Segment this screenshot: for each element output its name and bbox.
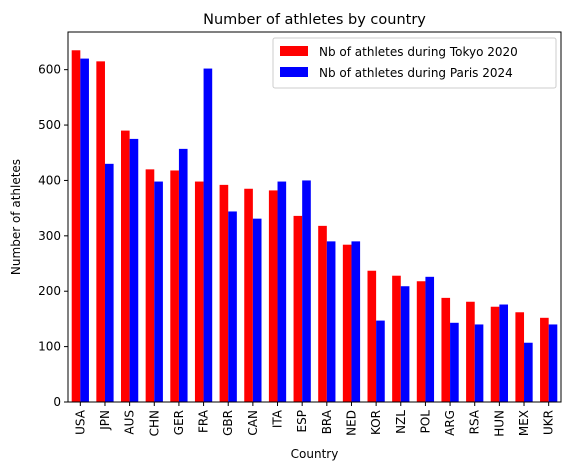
legend-swatch-paris bbox=[280, 67, 308, 77]
x-tick-label: NED bbox=[344, 410, 358, 436]
bar-tokyo-kor bbox=[367, 270, 377, 402]
x-tick-label: GER bbox=[172, 410, 186, 435]
x-tick-label: ESP bbox=[295, 410, 309, 432]
y-tick-label: 400 bbox=[38, 173, 61, 187]
bar-tokyo-bra bbox=[318, 225, 327, 402]
bar-tokyo-chn bbox=[145, 169, 155, 402]
legend-label-tokyo: Nb of athletes during Tokyo 2020 bbox=[319, 45, 518, 59]
bar-paris-usa bbox=[80, 58, 89, 403]
legend-box bbox=[272, 37, 557, 89]
y-tick-label: 300 bbox=[38, 229, 61, 243]
bar-paris-esp bbox=[302, 180, 311, 402]
bar-paris-nzl bbox=[400, 286, 410, 402]
x-tick-label: KOR bbox=[369, 410, 383, 435]
bar-tokyo-esp bbox=[293, 215, 303, 402]
x-tick-label: MEX bbox=[517, 410, 531, 436]
bar-paris-bra bbox=[326, 241, 336, 402]
bar-tokyo-ukr bbox=[540, 317, 549, 402]
bar-paris-ned bbox=[351, 241, 361, 402]
bar-paris-ger bbox=[178, 148, 188, 402]
bar-paris-hun bbox=[499, 304, 509, 402]
bar-paris-jpn bbox=[104, 163, 114, 402]
bar-tokyo-pol bbox=[416, 281, 426, 402]
legend: Nb of athletes during Tokyo 2020 Nb of a… bbox=[272, 37, 557, 89]
bar-paris-can bbox=[252, 218, 262, 402]
y-axis-label: Number of athletes bbox=[9, 159, 23, 275]
x-axis-label: Country bbox=[291, 447, 339, 461]
x-tick-label: ITA bbox=[271, 409, 285, 428]
bar-paris-ukr bbox=[548, 324, 558, 402]
bar-tokyo-fra bbox=[194, 181, 204, 402]
bar-tokyo-jpn bbox=[96, 61, 105, 402]
x-tick-label: GBR bbox=[221, 410, 235, 436]
bar-paris-aus bbox=[129, 138, 139, 403]
bar-tokyo-gbr bbox=[219, 184, 229, 402]
y-tick-label: 100 bbox=[38, 340, 61, 354]
x-tick-label: POL bbox=[418, 410, 432, 434]
x-tick-label: CAN bbox=[246, 410, 260, 436]
bar-paris-fra bbox=[203, 68, 213, 402]
y-tick-label: 500 bbox=[38, 118, 61, 132]
y-axis: 0 100 200 300 400 500 600 bbox=[38, 63, 68, 409]
x-tick-label: JPN bbox=[98, 410, 112, 431]
bars-layer bbox=[71, 50, 558, 403]
bar-tokyo-hun bbox=[490, 306, 500, 402]
x-tick-label: AUS bbox=[123, 410, 137, 435]
x-tick-label: HUN bbox=[492, 410, 506, 437]
bar-paris-kor bbox=[376, 320, 385, 402]
bar-paris-mex bbox=[524, 342, 533, 402]
bar-tokyo-ita bbox=[268, 190, 278, 402]
bar-tokyo-arg bbox=[441, 297, 451, 402]
x-tick-label: FRA bbox=[197, 409, 211, 433]
bar-paris-arg bbox=[450, 322, 459, 402]
legend-label-paris: Nb of athletes during Paris 2024 bbox=[319, 66, 513, 80]
x-tick-label: NZL bbox=[394, 410, 408, 434]
bar-tokyo-usa bbox=[71, 50, 81, 402]
x-axis: USA JPN AUS CHN GER FRA GBR CAN ITA ESP BRA NED KOR N… bbox=[73, 402, 556, 437]
x-tick-label: UKR bbox=[542, 410, 556, 435]
bar-tokyo-can bbox=[244, 188, 253, 402]
x-tick-label: ARG bbox=[443, 410, 457, 436]
plot-frame bbox=[67, 31, 562, 403]
bar-paris-rsa bbox=[474, 324, 484, 402]
bar-paris-chn bbox=[154, 181, 163, 402]
bar-tokyo-aus bbox=[120, 130, 130, 402]
x-tick-label: USA bbox=[73, 409, 87, 435]
bar-tokyo-rsa bbox=[466, 301, 475, 402]
bar-paris-ita bbox=[277, 181, 287, 402]
y-tick-label: 600 bbox=[38, 63, 61, 77]
chart-title: Number of athletes by country bbox=[203, 12, 426, 28]
legend-swatch-tokyo bbox=[280, 46, 308, 56]
bar-paris-pol bbox=[425, 276, 435, 402]
x-tick-label: BRA bbox=[320, 409, 334, 434]
y-tick-label: 200 bbox=[38, 284, 61, 298]
bar-tokyo-ger bbox=[170, 170, 179, 402]
x-tick-label: RSA bbox=[468, 409, 482, 434]
bar-paris-gbr bbox=[228, 211, 237, 402]
bar-tokyo-ned bbox=[342, 244, 352, 402]
bar-tokyo-mex bbox=[515, 312, 525, 402]
y-tick-label: 0 bbox=[53, 395, 61, 409]
bar-tokyo-nzl bbox=[392, 275, 401, 402]
x-tick-label: CHN bbox=[147, 410, 161, 436]
